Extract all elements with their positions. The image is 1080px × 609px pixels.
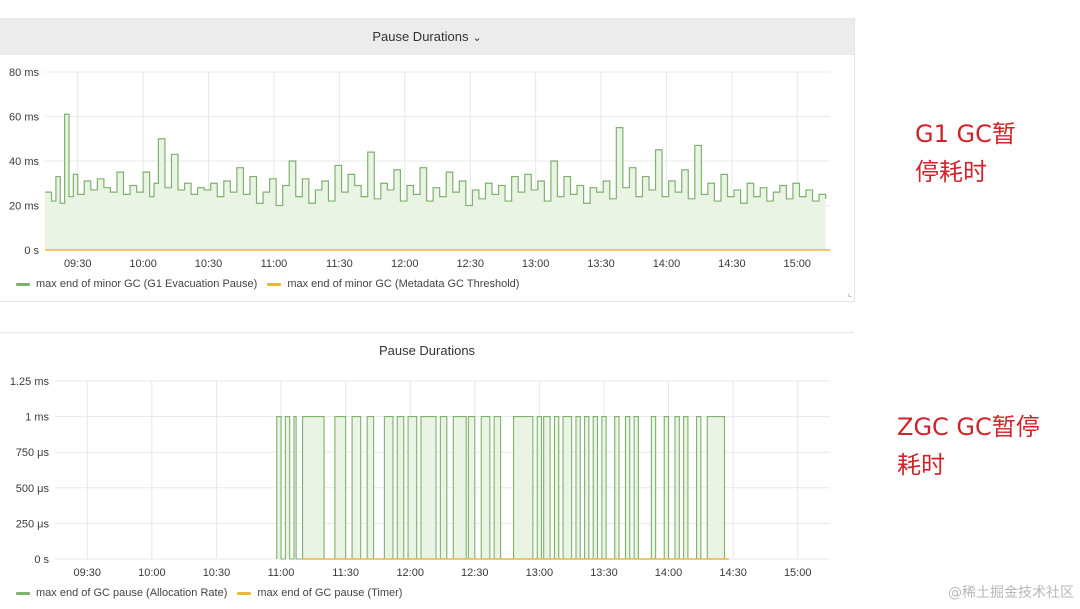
x-tick-label: 09:30	[64, 258, 92, 270]
zgc-pause-panel: Pause Durations 0 s 250 μs 500 μs 750 μs 1 m…	[0, 332, 854, 609]
series-area-allocation-rate	[614, 416, 620, 559]
legend-swatch-green	[16, 591, 30, 595]
series-area-allocation-rate	[554, 416, 559, 559]
x-tick-label: 11:00	[268, 567, 295, 579]
x-tick-label: 10:30	[195, 258, 223, 270]
x-tick-label: 15:00	[784, 258, 812, 270]
y-tick-label: 40 ms	[9, 156, 39, 168]
series-area-allocation-rate	[352, 416, 361, 559]
g1-pause-chart: 0 s 20 ms 40 ms 60 ms 80 ms 09:30 10:00 10:30 11…	[9, 67, 830, 270]
series-area-allocation-rate	[696, 416, 701, 559]
series-area-allocation-rate	[625, 416, 630, 559]
legend-label: max end of minor GC (Metadata GC Thresho…	[287, 278, 520, 290]
panel-title[interactable]: Pause Durations	[378, 343, 476, 358]
panel-title-bar[interactable]: Pause Durations ⌄	[0, 19, 854, 55]
x-tick-label: 10:00	[129, 258, 157, 270]
series-area-allocation-rate	[543, 416, 551, 559]
x-tick-label: 10:00	[138, 567, 166, 579]
x-tick-label: 15:00	[784, 567, 812, 579]
series-area-allocation-rate	[481, 416, 490, 559]
legend-item-evacuation[interactable]: max end of minor GC (G1 Evacuation Pause…	[16, 278, 257, 290]
x-tick-label: 11:00	[261, 258, 288, 270]
chart-legend: max end of GC pause (Allocation Rate) ma…	[16, 587, 402, 599]
series-area-allocation-rate	[440, 416, 447, 559]
x-tick-label: 10:30	[203, 567, 231, 579]
y-tick-label: 0 s	[34, 554, 49, 566]
series-area-allocation-rate	[453, 416, 467, 559]
legend-swatch-yellow	[267, 282, 282, 286]
x-tick-label: 14:00	[653, 258, 681, 270]
series-area-allocation-rate	[601, 416, 607, 559]
x-tick-label: 14:30	[719, 567, 747, 579]
series-area-allocation-rate	[302, 416, 325, 559]
legend-item-allocation-rate[interactable]: max end of GC pause (Allocation Rate)	[16, 587, 227, 599]
y-tick-label: 80 ms	[9, 67, 39, 79]
series-area-allocation-rate	[584, 416, 589, 559]
series-area-allocation-rate	[293, 416, 297, 559]
series-area-allocation-rate	[675, 416, 680, 559]
watermark: @稀土掘金技术社区	[948, 585, 1074, 601]
y-tick-label: 1.25 ms	[10, 376, 50, 388]
series-area-allocation-rate	[367, 416, 374, 559]
x-tick-label: 13:00	[522, 258, 550, 270]
legend-label: max end of GC pause (Timer)	[257, 587, 403, 599]
legend-swatch-green	[16, 282, 30, 286]
x-tick-label: 12:30	[461, 567, 489, 579]
series-line-evacuation	[45, 113, 827, 207]
y-tick-label: 1 ms	[25, 412, 49, 424]
series-area-allocation-rate	[537, 416, 542, 559]
resize-handle-icon[interactable]: ⌞	[847, 288, 852, 298]
series-area-allocation-rate	[334, 416, 346, 559]
zgc-pause-chart: 0 s 250 μs 500 μs 750 μs 1 ms 1.25 ms 09:30 10:…	[10, 376, 830, 579]
series-area-allocation-rate	[397, 416, 404, 559]
series-area-allocation-rate	[384, 416, 393, 559]
g1-annotation: G1 GC暂 停耗时	[915, 120, 1016, 186]
series-area-allocation-rate	[408, 416, 417, 559]
x-tick-label: 12:00	[391, 258, 419, 270]
zgc-annotation: ZGC GC暂停 耗时	[897, 413, 1040, 479]
series-area-allocation-rate	[494, 416, 501, 559]
x-tick-label: 13:30	[590, 567, 618, 579]
y-tick-label: 0 s	[24, 245, 39, 257]
panel-title[interactable]: Pause Durations	[372, 29, 469, 44]
g1-pause-panel: Pause Durations ⌄ 0 s 20 ms 40 ms 60 ms 80 ms…	[0, 18, 855, 302]
series-area-allocation-rate	[593, 416, 598, 559]
x-tick-label: 14:30	[718, 258, 746, 270]
series-area-allocation-rate	[276, 416, 282, 559]
x-tick-label: 12:00	[396, 567, 424, 579]
y-tick-label: 60 ms	[9, 112, 39, 124]
series-area-allocation-rate	[563, 416, 572, 559]
x-tick-label: 13:30	[587, 258, 615, 270]
legend-label: max end of GC pause (Allocation Rate)	[36, 587, 228, 599]
y-tick-label: 750 μs	[16, 447, 50, 459]
series-area-evacuation	[45, 114, 826, 251]
y-tick-label: 250 μs	[16, 518, 50, 530]
series-area-allocation-rate	[285, 416, 290, 559]
x-tick-label: 12:30	[456, 258, 484, 270]
series-area-allocation-rate	[683, 416, 688, 559]
series-area-allocation-rate	[468, 416, 475, 559]
x-tick-label: 13:00	[526, 567, 554, 579]
x-tick-label: 09:30	[74, 567, 102, 579]
x-tick-label: 11:30	[332, 567, 359, 579]
x-tick-label: 14:00	[655, 567, 683, 579]
y-tick-label: 500 μs	[16, 483, 50, 495]
series-area-allocation-rate	[651, 416, 656, 559]
x-tick-label: 11:30	[326, 258, 353, 270]
series-area-allocation-rate	[513, 416, 533, 559]
legend-item-timer[interactable]: max end of GC pause (Timer)	[237, 587, 402, 599]
panel-title-bar[interactable]: Pause Durations	[0, 333, 854, 369]
legend-item-metadata[interactable]: max end of minor GC (Metadata GC Thresho…	[267, 278, 519, 290]
series-area-allocation-rate	[634, 416, 639, 559]
legend-swatch-yellow	[237, 591, 252, 595]
series-area-allocation-rate	[664, 416, 669, 559]
series-area-allocation-rate	[707, 416, 725, 559]
y-tick-label: 20 ms	[9, 201, 39, 213]
chart-legend: max end of minor GC (G1 Evacuation Pause…	[16, 278, 519, 290]
series-area-allocation-rate	[420, 416, 437, 559]
series-area-allocation-rate	[575, 416, 581, 559]
chevron-down-icon[interactable]: ⌄	[472, 32, 482, 44]
legend-label: max end of minor GC (G1 Evacuation Pause…	[36, 278, 258, 290]
